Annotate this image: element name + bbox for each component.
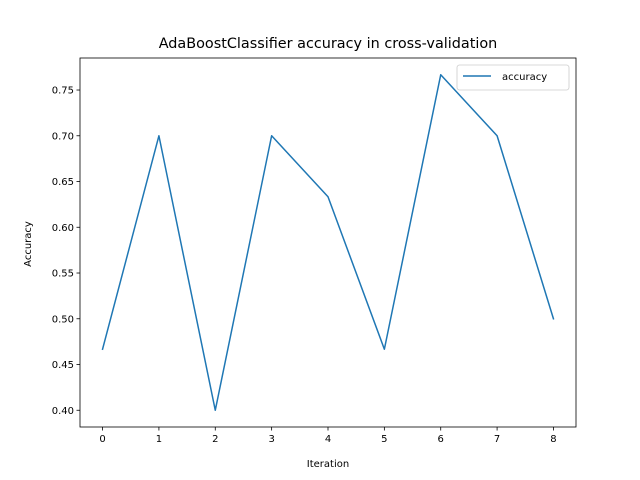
x-tick-label: 3 bbox=[268, 434, 274, 445]
y-tick-label: 0.45 bbox=[52, 360, 74, 371]
y-axis-title: Accuracy bbox=[23, 221, 34, 267]
x-tick-label: 2 bbox=[212, 434, 218, 445]
x-tick-label: 8 bbox=[550, 434, 556, 445]
x-tick-label: 6 bbox=[438, 434, 444, 445]
x-tick-label: 5 bbox=[381, 434, 387, 445]
legend-label: accuracy bbox=[502, 72, 547, 83]
y-tick-label: 0.75 bbox=[52, 86, 74, 97]
y-tick-label: 0.40 bbox=[52, 406, 74, 417]
x-tick-label: 7 bbox=[494, 434, 500, 445]
series-line-accuracy bbox=[101, 73, 555, 412]
y-tick-label: 0.70 bbox=[52, 131, 74, 142]
x-axis-title: Iteration bbox=[307, 459, 349, 470]
legend-box bbox=[456, 64, 570, 91]
y-tick-label: 0.60 bbox=[52, 223, 74, 234]
y-tick-label: 0.50 bbox=[52, 314, 74, 325]
y-tick-label: 0.65 bbox=[52, 177, 74, 188]
x-tick-label: 4 bbox=[325, 434, 331, 445]
chart-title: AdaBoostClassifier accuracy in cross-val… bbox=[159, 36, 498, 52]
legend: accuracy bbox=[456, 64, 570, 91]
x-tick-label: 0 bbox=[99, 434, 105, 445]
y-tick-label: 0.55 bbox=[52, 269, 74, 280]
plot-area: 0 1 2 3 4 5 6 7 8 0.40 0.45 0.50 0.55 0.60 0.65 0.70 0.7… bbox=[52, 57, 577, 445]
x-tick-label: 1 bbox=[156, 434, 162, 445]
